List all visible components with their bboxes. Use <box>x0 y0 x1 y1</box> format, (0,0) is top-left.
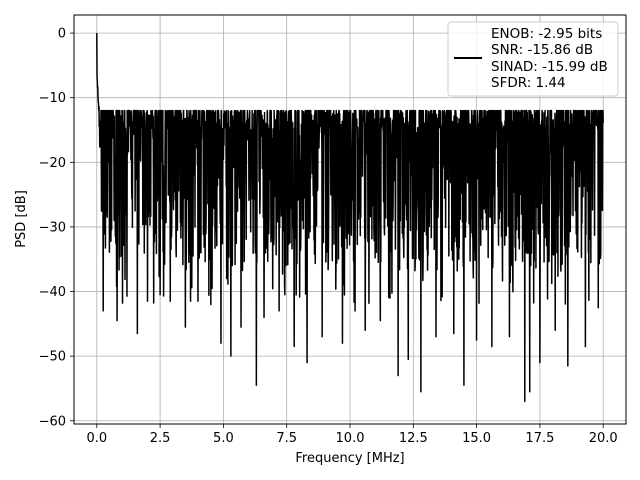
x-tick-label: 0.0 <box>86 431 107 446</box>
plot-area <box>96 33 604 403</box>
y-axis-label: PSD [dB] <box>14 190 29 248</box>
y-tick-label: −60 <box>39 414 66 429</box>
y-tick-label: 0 <box>58 27 66 42</box>
x-tick-label: 5.0 <box>213 431 234 446</box>
x-tick-label: 20.0 <box>589 431 618 446</box>
x-tick-label: 2.5 <box>150 431 171 446</box>
legend-entry-enob: ENOB: -2.95 bits <box>491 26 602 42</box>
legend: ENOB: -2.95 bits SNR: -15.86 dB SINAD: -… <box>447 21 619 97</box>
x-tick-label: 12.5 <box>399 431 428 446</box>
y-axis-ticks: 0 −10 −20 −30 −40 −50 −60 <box>39 27 74 429</box>
legend-box <box>447 21 619 97</box>
y-tick-label: −10 <box>39 91 66 106</box>
y-tick-label: −50 <box>39 350 66 365</box>
legend-entry-snr: SNR: -15.86 dB <box>491 42 593 58</box>
x-tick-label: 17.5 <box>525 431 554 446</box>
y-tick-label: −20 <box>39 156 66 171</box>
psd-series-line <box>96 33 604 403</box>
legend-entry-sfdr: SFDR: 1.44 <box>491 75 566 91</box>
x-tick-label: 15.0 <box>462 431 491 446</box>
y-tick-label: −30 <box>39 220 66 235</box>
x-tick-label: 7.5 <box>276 431 297 446</box>
x-axis-ticks: 0.0 2.5 5.0 7.5 10.0 12.5 15.0 17.5 20.0 <box>86 424 618 446</box>
legend-entry-sinad: SINAD: -15.99 dB <box>491 59 608 75</box>
x-axis-label: Frequency [MHz] <box>295 451 404 466</box>
x-tick-label: 10.0 <box>336 431 365 446</box>
y-tick-label: −40 <box>39 285 66 300</box>
